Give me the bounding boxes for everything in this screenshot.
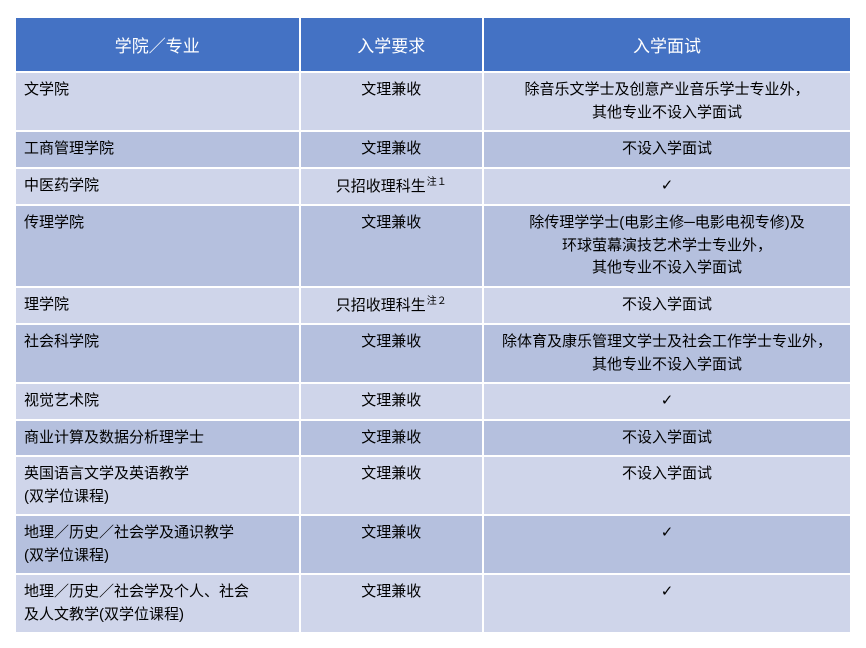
- cell-requirement: 文理兼收: [300, 205, 483, 287]
- requirement-text: 只招收理科生: [336, 297, 426, 314]
- cell-requirement: 文理兼收: [300, 574, 483, 633]
- requirement-text: 文理兼收: [361, 465, 421, 482]
- col-header-interview: 入学面试: [483, 18, 850, 72]
- admissions-table: 学院／专业 入学要求 入学面试 文学院文理兼收除音乐文学士及创意产业音乐学士专业…: [16, 18, 850, 634]
- cell-interview: 除体育及康乐管理文学士及社会工作学士专业外，其他专业不设入学面试: [483, 324, 850, 383]
- cell-interview: 除传理学学士(电影主修─电影电视专修)及环球萤幕演技艺术学士专业外，其他专业不设…: [483, 205, 850, 287]
- cell-requirement: 文理兼收: [300, 515, 483, 574]
- cell-school: 英国语言文学及英语教学(双学位课程): [16, 456, 300, 515]
- cell-school: 传理学院: [16, 205, 300, 287]
- table-row: 中医药学院只招收理科生注１✓: [16, 168, 850, 206]
- admissions-table-header: 学院／专业 入学要求 入学面试: [16, 18, 850, 72]
- cell-requirement: 文理兼收: [300, 383, 483, 420]
- cell-requirement: 文理兼收: [300, 456, 483, 515]
- table-row: 传理学院 文理兼收 除传理学学士(电影主修─电影电视专修)及环球萤幕演技艺术学士专业…: [16, 205, 850, 287]
- cell-interview: ✓: [483, 515, 850, 574]
- check-icon: ✓: [661, 177, 674, 194]
- cell-school: 社会科学院: [16, 324, 300, 383]
- cell-school: 视觉艺术院: [16, 383, 300, 420]
- table-row: 商业计算及数据分析理学士 文理兼收 不设入学面试: [16, 420, 850, 457]
- admissions-table-body: 文学院文理兼收除音乐文学士及创意产业音乐学士专业外，其他专业不设入学面试工商管理…: [16, 72, 850, 633]
- table-row: 英国语言文学及英语教学(双学位课程) 文理兼收 不设入学面试: [16, 456, 850, 515]
- table-row: 地理／历史／社会学及通识教学(双学位课程) 文理兼收 ✓: [16, 515, 850, 574]
- table-row: 视觉艺术院 文理兼收 ✓: [16, 383, 850, 420]
- cell-interview: 不设入学面试: [483, 420, 850, 457]
- cell-interview: ✓: [483, 168, 850, 206]
- cell-school: 文学院: [16, 72, 300, 131]
- cell-requirement: 文理兼收: [300, 420, 483, 457]
- cell-interview: ✓: [483, 574, 850, 633]
- table-row: 理学院只招收理科生注２不设入学面试: [16, 287, 850, 325]
- check-icon: ✓: [661, 392, 674, 409]
- cell-school: 理学院: [16, 287, 300, 325]
- cell-requirement: 文理兼收: [300, 324, 483, 383]
- cell-requirement: 只招收理科生注２: [300, 287, 483, 325]
- requirement-text: 文理兼收: [361, 392, 421, 409]
- requirement-text: 文理兼收: [361, 524, 421, 541]
- table-row: 地理／历史／社会学及个人、社会及人文教学(双学位课程) 文理兼收 ✓: [16, 574, 850, 633]
- cell-interview: 不设入学面试: [483, 456, 850, 515]
- requirement-text: 文理兼收: [361, 333, 421, 350]
- cell-interview: 除音乐文学士及创意产业音乐学士专业外，其他专业不设入学面试: [483, 72, 850, 131]
- requirement-text: 只招收理科生: [336, 178, 426, 195]
- requirement-text: 文理兼收: [361, 81, 421, 98]
- requirement-text: 文理兼收: [361, 583, 421, 600]
- requirement-text: 文理兼收: [361, 429, 421, 446]
- cell-school: 工商管理学院: [16, 131, 300, 168]
- cell-interview: 不设入学面试: [483, 287, 850, 325]
- cell-interview: ✓: [483, 383, 850, 420]
- requirement-text: 文理兼收: [361, 140, 421, 157]
- cell-requirement: 文理兼收: [300, 72, 483, 131]
- cell-school: 商业计算及数据分析理学士: [16, 420, 300, 457]
- cell-requirement: 只招收理科生注１: [300, 168, 483, 206]
- check-icon: ✓: [661, 524, 674, 541]
- col-header-requirement: 入学要求: [300, 18, 483, 72]
- table-row: 工商管理学院 文理兼收 不设入学面试: [16, 131, 850, 168]
- cell-school: 地理／历史／社会学及通识教学(双学位课程): [16, 515, 300, 574]
- requirement-footnote: 注２: [427, 296, 447, 307]
- cell-school: 地理／历史／社会学及个人、社会及人文教学(双学位课程): [16, 574, 300, 633]
- cell-interview: 不设入学面试: [483, 131, 850, 168]
- requirement-footnote: 注１: [427, 177, 447, 188]
- cell-school: 中医药学院: [16, 168, 300, 206]
- requirement-text: 文理兼收: [361, 214, 421, 231]
- check-icon: ✓: [661, 583, 674, 600]
- cell-requirement: 文理兼收: [300, 131, 483, 168]
- table-row: 文学院 文理兼收 除音乐文学士及创意产业音乐学士专业外，其他专业不设入学面试: [16, 72, 850, 131]
- table-row: 社会科学院 文理兼收 除体育及康乐管理文学士及社会工作学士专业外，其他专业不设入学面…: [16, 324, 850, 383]
- col-header-school: 学院／专业: [16, 18, 300, 72]
